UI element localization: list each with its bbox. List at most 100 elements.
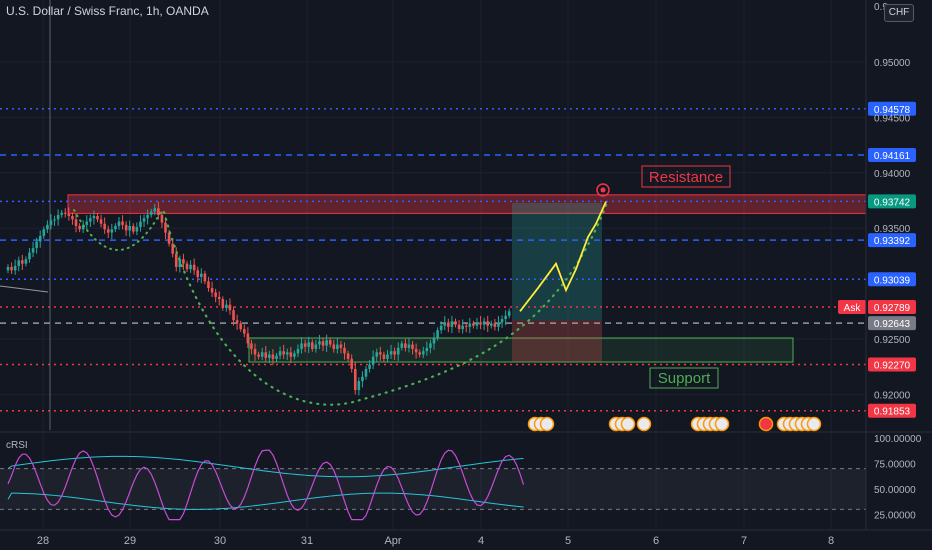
event-icon-us[interactable] [620, 416, 636, 432]
resistance-label-box [641, 165, 731, 188]
candle-body [146, 214, 149, 219]
candle-body [439, 325, 443, 331]
long-position-stop [512, 320, 602, 362]
candle-body [239, 323, 242, 330]
price-tag-bg [868, 316, 916, 331]
candle-body [425, 347, 429, 352]
candle-body [121, 221, 124, 225]
candle-body [124, 224, 128, 231]
candle-body [182, 259, 185, 264]
candle-body [443, 322, 447, 326]
candle-body [63, 212, 67, 214]
candle-body [132, 225, 135, 232]
price-tag-label: 0.92643 [874, 319, 911, 330]
candle-body [475, 322, 479, 326]
x-tick-label: Apr [384, 535, 401, 547]
currency-button[interactable]: CHF [884, 4, 914, 22]
candle-body [493, 323, 497, 327]
candle-body [74, 219, 78, 226]
candle-body [6, 266, 10, 271]
candle-body [486, 321, 490, 326]
price-tag-bg [868, 147, 916, 162]
candle-body [106, 229, 110, 233]
candle-body [507, 311, 511, 316]
candle-body [472, 323, 475, 326]
candle-body [260, 352, 264, 357]
candle-body [464, 325, 468, 327]
candle-body [28, 252, 31, 260]
candle-body [300, 343, 303, 349]
candle-body [24, 259, 28, 264]
price-tag-label: 0.93742 [874, 197, 911, 208]
candle-body [400, 343, 404, 348]
long-position-target [512, 203, 602, 320]
price-tag-label: 0.93039 [874, 275, 911, 286]
event-icons[interactable] [527, 416, 822, 432]
candle-body [228, 304, 232, 311]
candle-body [396, 347, 400, 355]
candle-body [325, 340, 328, 346]
candle-body [225, 304, 228, 308]
candle-body [268, 354, 271, 358]
candle-body [311, 342, 314, 349]
price-tag-bg [868, 357, 916, 372]
candle-body [142, 218, 146, 222]
candle-body [246, 333, 250, 344]
price-tag-bg [868, 403, 916, 418]
candle-body [53, 219, 56, 221]
event-icon-us[interactable] [636, 416, 652, 432]
y-tick-label: 0.92500 [874, 335, 911, 346]
x-tick-label: 6 [653, 535, 659, 547]
event-icon-ch[interactable] [758, 416, 774, 432]
event-icon-us[interactable] [806, 416, 822, 432]
candle-body [411, 344, 414, 349]
candle-body [343, 347, 346, 354]
trend-line [0, 285, 49, 293]
candle-body [289, 352, 293, 357]
candle-body [389, 351, 393, 355]
price-tag-label: 0.94578 [874, 105, 911, 116]
candle-body [253, 348, 257, 355]
candle-body [353, 368, 357, 390]
cup-handle-arc [73, 209, 163, 251]
candle-body [35, 241, 38, 249]
candle-body [232, 310, 235, 321]
candle-body [139, 221, 142, 228]
candle-body [217, 296, 221, 300]
x-tick-label: 29 [124, 535, 136, 547]
price-tag-label: 0.93392 [874, 236, 911, 247]
candle-body [42, 229, 46, 236]
overlays [0, 183, 610, 406]
event-icon-us[interactable] [539, 416, 555, 432]
candle-body [196, 270, 200, 277]
candle-body [479, 322, 482, 325]
candle-body [332, 344, 336, 349]
candle-body [10, 266, 13, 271]
candle-body [447, 322, 450, 327]
price-tag-bg [868, 101, 916, 116]
price-tag-label: 0.92789 [874, 303, 911, 314]
event-icon-us[interactable] [714, 416, 730, 432]
forecast-path [519, 201, 607, 312]
price-tag-bg [868, 194, 916, 209]
candle-body [404, 343, 407, 348]
candles [6, 201, 511, 396]
x-tick-label: 4 [478, 535, 484, 547]
candle-body [56, 214, 60, 220]
cup-pattern-arc [162, 198, 610, 406]
candle-body [250, 343, 253, 349]
candle-body [350, 358, 353, 369]
candle-body [339, 344, 343, 348]
x-tick-label: 8 [828, 535, 834, 547]
candle-body [78, 225, 81, 230]
candle-body [81, 224, 85, 230]
x-tick-label: 7 [741, 535, 747, 547]
candle-body [482, 321, 486, 325]
x-tick-label: 28 [37, 535, 49, 547]
candle-body [364, 368, 368, 377]
candle-body [71, 216, 74, 220]
candle-body [21, 260, 24, 264]
candle-body [454, 321, 457, 325]
